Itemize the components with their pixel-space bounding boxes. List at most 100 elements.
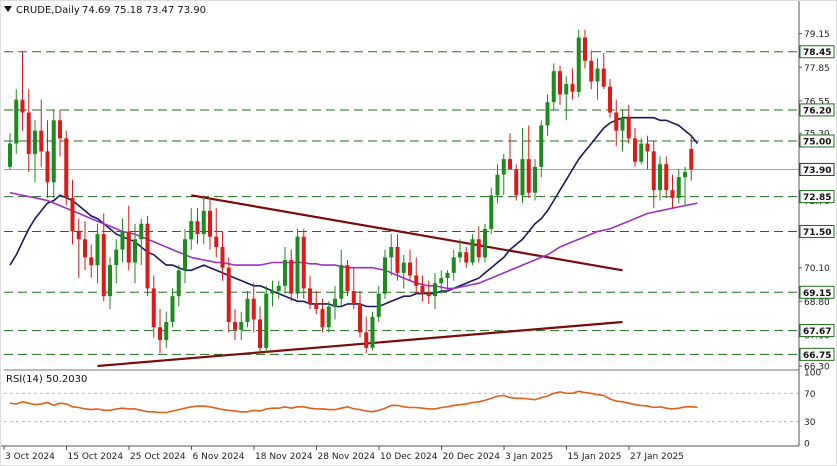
candle-body-up	[383, 257, 387, 294]
price-level-label-box	[799, 347, 835, 361]
candle-body-up	[451, 257, 456, 273]
rsi-tick-label: 30	[804, 418, 816, 428]
candle-body-down	[76, 231, 81, 240]
candle-body-up	[295, 236, 300, 294]
x-tick-label: 10 Dec 2024	[380, 452, 438, 462]
candle-body-down	[608, 86, 612, 113]
candle-body-down	[651, 151, 656, 191]
x-tick-label: 3 Jan 2025	[505, 452, 553, 462]
candle-body-down	[195, 221, 200, 235]
rsi-panel: 100 70 30 0	[4, 369, 821, 450]
candle-body-up	[470, 239, 475, 263]
price-level-label-box	[799, 45, 835, 59]
candle-body-up	[176, 270, 181, 297]
candle-body-down	[289, 259, 294, 294]
y-tick-label: 76.55	[804, 97, 830, 107]
price-level-label-box	[799, 134, 835, 148]
candle-body-down	[226, 267, 231, 323]
candle-body-down	[514, 169, 519, 196]
rsi-tick-label: 100	[804, 369, 821, 379]
candle-body-up	[133, 239, 137, 263]
trendlines	[97, 194, 623, 368]
price-level-label: 67.67	[803, 327, 831, 337]
candle-body-up	[95, 234, 100, 266]
candle-body-down	[583, 37, 587, 61]
candle-body-up	[564, 84, 569, 95]
candle-body-up	[458, 252, 462, 258]
candle-body-up	[495, 174, 500, 196]
candle-body-down	[570, 84, 575, 92]
candle-body-up	[164, 322, 169, 341]
candle-body-down	[395, 247, 400, 273]
candle-body-down	[208, 210, 212, 237]
time-axis: 3 Oct 2024 15 Oct 2024 25 Oct 2024 6 Nov 20…	[3, 446, 684, 462]
candle-body-down	[633, 138, 637, 162]
candle-body-up	[551, 71, 556, 103]
candle-body-down	[64, 138, 69, 198]
candle-body-down	[301, 236, 306, 289]
candle-body-up	[33, 130, 37, 154]
x-tick-label: 15 Oct 2024	[68, 452, 124, 462]
candle-body-up	[333, 298, 337, 307]
candle-body-up	[401, 262, 406, 273]
price-level-label: 66.75	[803, 351, 831, 361]
candle-body-up	[14, 99, 19, 144]
y-tick-label: 77.85	[804, 64, 830, 74]
candle-body-up	[445, 272, 450, 279]
x-tick-label: 18 Nov 2024	[255, 452, 313, 462]
candle-body-up	[539, 125, 544, 167]
last-price-label: 73.90	[803, 166, 831, 176]
candle-body-up	[389, 247, 394, 258]
x-tick-label: 27 Jan 2025	[630, 452, 684, 462]
chart-header-ohlc: 74.69 75.18 73.47 73.90	[82, 5, 206, 16]
candle-body-up	[201, 210, 206, 235]
price-axis: 79.1577.8576.5575.3074.0072.7071.4070.10…	[799, 30, 835, 373]
candle-body-up	[139, 223, 144, 240]
candle-body-up	[270, 290, 275, 294]
candle-body-up	[170, 296, 175, 323]
candle-body-up	[676, 177, 681, 198]
candle-body-down	[420, 285, 425, 294]
candle-body-down	[645, 143, 650, 152]
candle-body-up	[501, 159, 506, 175]
x-tick-label: 3 Oct 2024	[5, 452, 55, 462]
price-level-label: 69.15	[803, 289, 831, 299]
candle-body-down	[364, 332, 369, 348]
candle-body-down	[20, 99, 25, 113]
price-level-label-box	[799, 225, 835, 239]
candle-body-down	[258, 319, 262, 348]
candle-body-down	[426, 293, 431, 297]
candle-body-down	[39, 130, 44, 152]
rsi-tick-label: 70	[804, 390, 816, 400]
candle-body-down	[151, 288, 156, 328]
candle-body-up	[483, 228, 487, 258]
price-level-label: 75.00	[803, 137, 831, 147]
candles[interactable]	[8, 29, 694, 354]
moving-average-slow	[9, 191, 698, 290]
x-tick-label: 6 Nov 2024	[193, 452, 245, 462]
x-tick-label: 25 Oct 2024	[130, 452, 186, 462]
trendline	[97, 320, 623, 368]
candle-body-up	[639, 143, 644, 162]
price-level-label-box	[799, 190, 835, 204]
candle-body-up	[576, 37, 581, 92]
candle-body-down	[83, 239, 87, 258]
x-tick-label: 15 Jan 2025	[568, 452, 622, 462]
candle-body-up	[339, 265, 344, 299]
x-tick-label: 28 Nov 2024	[318, 452, 376, 462]
rsi-tick-label: 0	[804, 440, 810, 450]
candle-body-up	[51, 120, 56, 183]
chart-header-symbol: CRUDE,Daily	[16, 5, 80, 16]
candle-body-down	[126, 231, 131, 263]
candle-body-up	[8, 143, 12, 167]
candle-body-down	[526, 159, 531, 193]
candle-body-up	[545, 102, 550, 126]
candle-body-up	[239, 322, 244, 330]
candle-body-down	[476, 239, 481, 258]
collapse-triangle-icon[interactable]	[4, 6, 12, 12]
candle-body-up	[183, 239, 187, 271]
candle-body-down	[589, 60, 594, 82]
candle-body-up	[620, 117, 625, 131]
candle-body-up	[658, 164, 662, 191]
